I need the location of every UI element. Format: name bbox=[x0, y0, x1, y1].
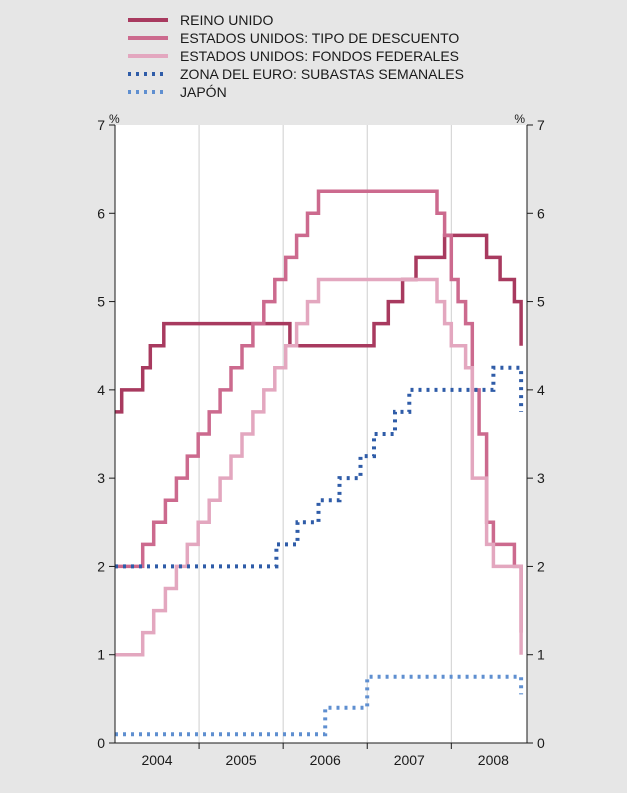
legend-label-5: JAPÓN bbox=[180, 84, 227, 100]
legend-label-2: ESTADOS UNIDOS: TIPO DE DESCUENTO bbox=[180, 30, 459, 46]
y-tick-label-left-2: 2 bbox=[97, 558, 105, 574]
y-tick-label-right-3: 3 bbox=[537, 470, 545, 486]
x-tick-label-4: 2008 bbox=[478, 752, 509, 768]
y-tick-label-right-0: 0 bbox=[537, 735, 545, 751]
x-tick-label-1: 2005 bbox=[226, 752, 257, 768]
y-tick-label-left-6: 6 bbox=[97, 205, 105, 221]
y-tick-label-right-7: 7 bbox=[537, 117, 545, 133]
y-unit-right: % bbox=[514, 112, 525, 126]
plot-area: 0 0 1 1 2 2 3 3 4 4 5 5 6 6 7 7% % 2004 2005 2006 2007 2008 bbox=[97, 112, 545, 768]
x-tick-label-2: 2006 bbox=[310, 752, 341, 768]
y-tick-label-left-7: 7 bbox=[97, 117, 105, 133]
plot-background bbox=[115, 125, 527, 743]
legend-label-3: ESTADOS UNIDOS: FONDOS FEDERALES bbox=[180, 48, 459, 64]
y-tick-label-right-2: 2 bbox=[537, 558, 545, 574]
y-tick-label-left-4: 4 bbox=[97, 382, 105, 398]
y-tick-label-left-5: 5 bbox=[97, 294, 105, 310]
y-tick-label-left-1: 1 bbox=[97, 647, 105, 663]
y-unit-left: % bbox=[109, 112, 120, 126]
y-tick-label-right-6: 6 bbox=[537, 205, 545, 221]
y-tick-label-right-1: 1 bbox=[537, 647, 545, 663]
legend-label-1: REINO UNIDO bbox=[180, 12, 273, 28]
y-tick-label-right-5: 5 bbox=[537, 294, 545, 310]
x-tick-label-0: 2004 bbox=[141, 752, 172, 768]
y-tick-label-left-3: 3 bbox=[97, 470, 105, 486]
y-tick-label-left-0: 0 bbox=[97, 735, 105, 751]
y-tick-label-right-4: 4 bbox=[537, 382, 545, 398]
x-tick-label-3: 2007 bbox=[394, 752, 425, 768]
legend-label-4: ZONA DEL EURO: SUBASTAS SEMANALES bbox=[180, 66, 464, 82]
